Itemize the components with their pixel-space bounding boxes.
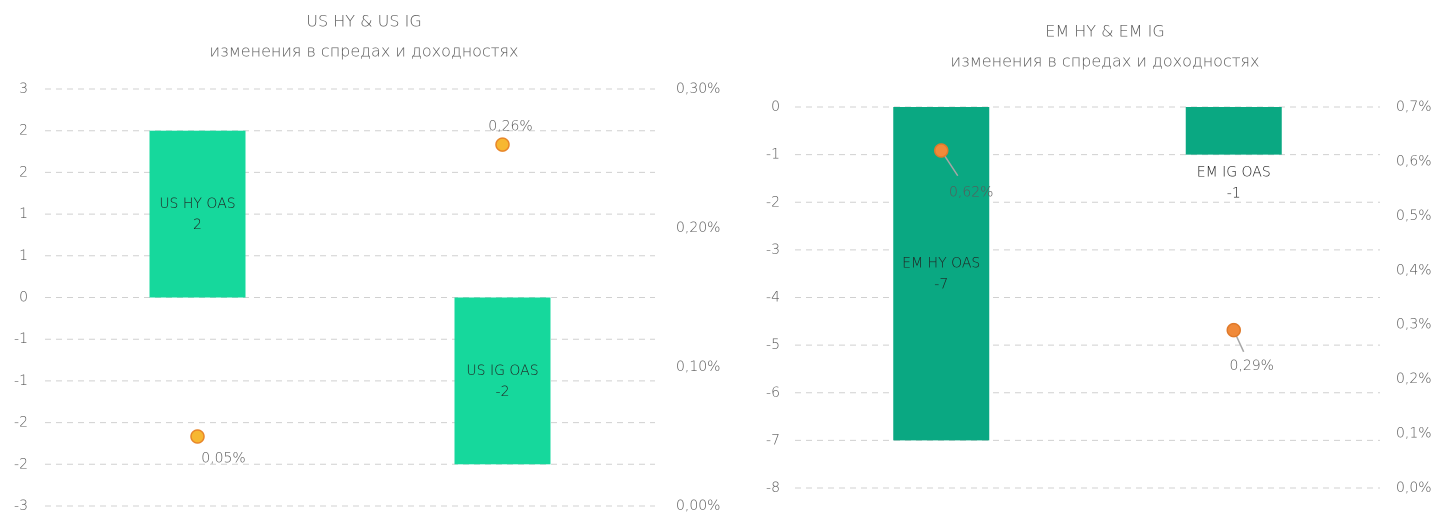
y2-tick-label: 0,7% [1396,99,1432,115]
y-tick-label: 0 [19,290,28,306]
y-tick-label: 2 [19,123,28,139]
y2-tick-label: 0,3% [1396,317,1432,333]
chart-title: US HY & US IG [306,12,421,31]
y2-tick-label: 0,2% [1396,371,1432,387]
y-tick-label: -2 [14,456,28,472]
bar-value-label: -2 [496,384,510,400]
y2-tick-label: 0,30% [676,81,720,97]
point-value-label: 0,29% [1230,358,1274,374]
point [190,429,205,444]
y-tick-label: 1 [19,206,28,222]
y-tick-label: -1 [14,373,28,389]
y-tick-label: -6 [766,385,780,401]
bar [1185,107,1282,155]
point-value-label: 0,26% [488,119,532,135]
y2-tick-label: 0,6% [1396,153,1432,169]
bar [893,107,990,441]
chart-subtitle: изменения в спредах и доходностях [951,52,1260,71]
point [934,143,949,158]
chart-title: EM HY & EM IG [1045,22,1165,41]
y-tick-label: 1 [19,248,28,264]
bar-category-label: EM HY OAS [902,256,980,272]
y2-tick-label: 0,4% [1396,262,1432,278]
y-tick-label: -1 [14,331,28,347]
y2-tick-label: 0,5% [1396,208,1432,224]
y-tick-label: -2 [14,415,28,431]
chart-subtitle: изменения в спредах и доходностях [210,42,519,61]
y2-tick-label: 0,0% [1396,480,1432,496]
y2-tick-label: 0,20% [676,220,720,236]
y-tick-label: 3 [19,81,28,97]
bar [149,130,246,298]
point-value-label: 0,62% [949,185,993,201]
bar-category-label: EM IG OAS [1197,165,1271,181]
bar-value-label: -1 [1227,186,1241,202]
bar-category-label: US IG OAS [466,363,538,379]
y2-tick-label: 0,10% [676,359,720,375]
y-tick-label: -5 [766,337,780,353]
point [495,137,510,152]
bar [454,297,551,465]
y-tick-label: -4 [766,290,780,306]
bar-value-label: 2 [193,217,202,233]
y-tick-label: -7 [766,432,780,448]
y2-tick-label: 0,1% [1396,426,1432,442]
y-tick-label: -8 [766,480,780,496]
y-tick-label: 2 [19,164,28,180]
point-value-label: 0,05% [201,451,245,467]
bar-value-label: -7 [934,277,948,293]
y-tick-label: 0 [771,99,780,115]
y-tick-label: -1 [766,147,780,163]
y2-tick-label: 0,00% [676,498,720,513]
y-tick-label: -3 [14,498,28,513]
point [1226,322,1241,338]
y-tick-label: -2 [766,194,780,210]
y-tick-label: -3 [766,242,780,258]
bar-category-label: US HY OAS [159,196,235,212]
